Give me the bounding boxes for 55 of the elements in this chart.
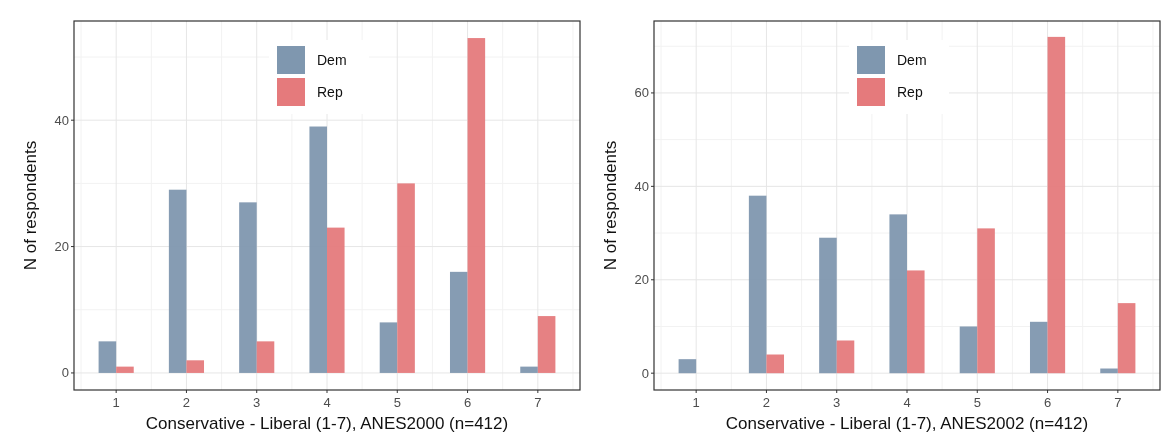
y-axis-title: N of respondents <box>21 140 40 271</box>
x-tick-label: 2 <box>762 395 771 410</box>
bar <box>256 341 275 373</box>
x-tick-label: 1 <box>692 395 700 410</box>
x-axis-title: Conservative - Liberal (1-7), ANES2002 (n=412) <box>725 414 1089 433</box>
bar <box>766 354 785 374</box>
y-axis-title: N of respondents <box>601 140 620 271</box>
bar <box>819 237 837 374</box>
y-tick-label: 20 <box>54 239 69 255</box>
x-tick-label: 1 <box>112 395 120 410</box>
bar <box>186 360 205 373</box>
legend-label: Rep <box>317 83 343 100</box>
bar <box>907 270 925 374</box>
legend-label: Dem <box>897 51 927 68</box>
bar <box>977 228 995 374</box>
bar <box>836 340 855 374</box>
bar <box>959 326 978 374</box>
bar <box>1047 36 1066 374</box>
bar <box>467 38 486 373</box>
x-tick-label: 6 <box>1043 395 1052 410</box>
x-tick-label: 3 <box>253 395 261 410</box>
legend-label: Dem <box>317 51 347 68</box>
y-tick-label: 0 <box>61 365 69 381</box>
bar <box>116 366 134 373</box>
bar <box>327 227 345 373</box>
y-tick-label: 60 <box>634 85 649 101</box>
bar <box>520 366 538 373</box>
x-tick-label: 6 <box>463 395 472 410</box>
x-tick-label: 5 <box>973 395 981 410</box>
bar <box>397 183 415 373</box>
bar <box>537 316 556 373</box>
bar <box>889 214 907 374</box>
x-tick-label: 7 <box>1114 395 1122 410</box>
y-tick-label: 20 <box>634 272 649 288</box>
bar <box>98 341 117 373</box>
x-tick-label: 7 <box>534 395 542 410</box>
x-tick-label: 4 <box>323 395 331 410</box>
bar <box>449 271 468 373</box>
x-tick-label: 2 <box>182 395 191 410</box>
y-tick-label: 40 <box>54 112 69 128</box>
bar <box>1029 321 1048 374</box>
x-tick-label: 4 <box>903 395 911 410</box>
y-tick-label: 0 <box>641 365 649 381</box>
x-tick-label: 3 <box>833 395 841 410</box>
legend-label: Rep <box>897 83 923 100</box>
bar <box>748 195 767 374</box>
bar <box>309 126 327 373</box>
bar <box>379 322 398 373</box>
bar <box>168 189 187 373</box>
bar <box>239 202 257 373</box>
y-tick-label: 40 <box>634 178 649 194</box>
x-axis-title: Conservative - Liberal (1-7), ANES2000 (n=412) <box>145 414 509 433</box>
bar <box>1117 303 1136 374</box>
bar <box>678 359 697 374</box>
x-tick-label: 5 <box>393 395 401 410</box>
